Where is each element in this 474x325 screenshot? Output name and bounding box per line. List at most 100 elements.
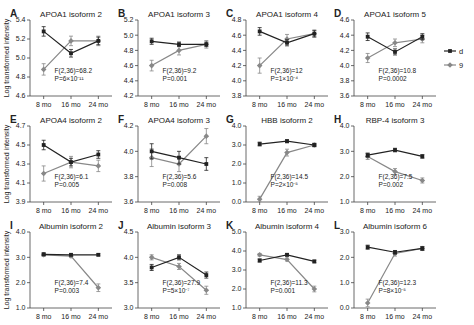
y-axis-label: Log transformed intensity <box>3 124 11 203</box>
y-axis-line <box>246 20 247 96</box>
plot-data <box>41 140 101 181</box>
error-bar <box>204 41 208 49</box>
y-tick <box>135 202 138 203</box>
error-bar-cap <box>177 259 181 260</box>
error-bar <box>96 37 100 45</box>
plot-data <box>149 38 209 71</box>
y-tick <box>135 151 138 152</box>
x-tick <box>71 202 72 205</box>
error-bar-cap <box>285 34 289 35</box>
error-bar-cap <box>366 40 370 41</box>
plot-data <box>149 129 209 172</box>
annotation-line: P=5×10⁻⁷ <box>163 287 191 294</box>
panel-letter: C <box>226 8 233 19</box>
error-bar-cap <box>393 48 397 49</box>
panel: 0.01.02.03.04.08 mo16 mo24 moHBB isoform… <box>226 114 328 214</box>
y-tick <box>243 270 246 271</box>
x-tick-label: 8 mo <box>360 101 376 108</box>
y-tick <box>135 50 138 51</box>
error-bar <box>285 149 289 156</box>
plot-data <box>365 245 425 307</box>
error-bar <box>312 31 316 37</box>
panel-title: APOA4 isoform 3 <box>148 116 210 125</box>
error-bar <box>177 42 181 47</box>
error-bar-cap <box>150 143 154 144</box>
error-bar <box>420 247 424 251</box>
y-tick <box>351 65 354 66</box>
panel-title: APOA1 isoform 4 <box>256 10 318 19</box>
x-tick <box>422 96 423 99</box>
marker-square <box>312 260 316 264</box>
y-tick <box>243 232 246 233</box>
x-tick-label: 8 mo <box>144 313 160 320</box>
marker-square <box>204 273 208 277</box>
x-tick-label: 16 mo <box>169 207 189 214</box>
y-tick <box>243 183 246 184</box>
annotation-line: P=0.001 <box>271 287 296 294</box>
error-bar-cap <box>204 286 208 287</box>
error-bar <box>204 158 208 171</box>
y-tick-label: 4.8 <box>232 16 242 23</box>
series <box>366 245 425 254</box>
y-tick-label: 2.0 <box>16 279 26 286</box>
y-tick-label: 4.0 <box>16 228 26 235</box>
x-tick <box>206 202 207 205</box>
marker-square <box>177 42 181 46</box>
y-tick <box>27 232 30 233</box>
marker-square <box>204 42 208 46</box>
error-bar <box>42 27 46 37</box>
error-bar-cap <box>393 46 397 47</box>
annotation-line: P=0.003 <box>55 287 80 294</box>
panel: 4.24.44.64.85.05.28 mo16 mo24 moAPOA1 is… <box>118 8 220 108</box>
error-bar-cap <box>69 36 73 37</box>
y-tick-label: 3.8 <box>232 92 242 99</box>
plot-data <box>41 27 101 75</box>
y-tick <box>135 282 138 283</box>
marker-square <box>177 255 181 259</box>
y-tick-label: 4.2 <box>232 62 242 69</box>
plot-data <box>365 33 425 63</box>
marker-square <box>177 156 181 160</box>
panel-title: APOA1 isoform 3 <box>148 10 210 19</box>
y-axis-line <box>138 126 139 202</box>
y-tick <box>243 308 246 309</box>
panel-title: Albumin isoform 2 <box>39 222 104 231</box>
y-tick-label: 3.0 <box>16 254 26 261</box>
error-bar-cap <box>96 36 100 37</box>
panel: 4.64.85.05.25.48 mo16 mo24 moAPOA1 isofo… <box>3 8 112 108</box>
x-tick <box>151 202 152 205</box>
annotation-line: P=0.005 <box>55 181 80 188</box>
x-tick <box>422 202 423 205</box>
y-axis-line <box>138 232 139 308</box>
y-tick-label: 4.5 <box>16 141 26 148</box>
error-bar-cap <box>420 39 424 40</box>
y-tick <box>27 58 30 59</box>
x-tick <box>259 308 260 311</box>
y-tick-label: 4.6 <box>16 92 26 99</box>
marker-square <box>285 41 289 45</box>
y-tick-label: 1.0 <box>232 304 242 311</box>
error-bar <box>96 151 100 159</box>
y-tick <box>243 50 246 51</box>
marker-square <box>204 162 208 166</box>
error-bar <box>420 155 424 159</box>
marker-diamond <box>149 63 155 69</box>
marker-square <box>150 266 154 270</box>
y-tick <box>243 20 246 21</box>
x-tick <box>287 308 288 311</box>
error-bar <box>42 166 46 181</box>
error-bar <box>42 64 46 75</box>
annotation: F(2,36)=5.6P=0.008 <box>163 173 197 188</box>
marker-square <box>312 32 316 36</box>
series <box>366 33 425 55</box>
marker-diamond <box>176 48 182 54</box>
error-bar <box>42 253 46 256</box>
annotation: F(2,36)=12.3P=8×10⁻⁵ <box>379 279 417 294</box>
figure: 4.64.85.05.25.48 mo16 mo24 moAPOA1 isofo… <box>0 0 474 325</box>
series <box>150 144 209 171</box>
error-bar <box>312 260 316 263</box>
y-tick-label: 4.2 <box>340 47 350 54</box>
series-line <box>260 34 315 66</box>
series <box>365 35 425 62</box>
x-tick <box>422 308 423 311</box>
